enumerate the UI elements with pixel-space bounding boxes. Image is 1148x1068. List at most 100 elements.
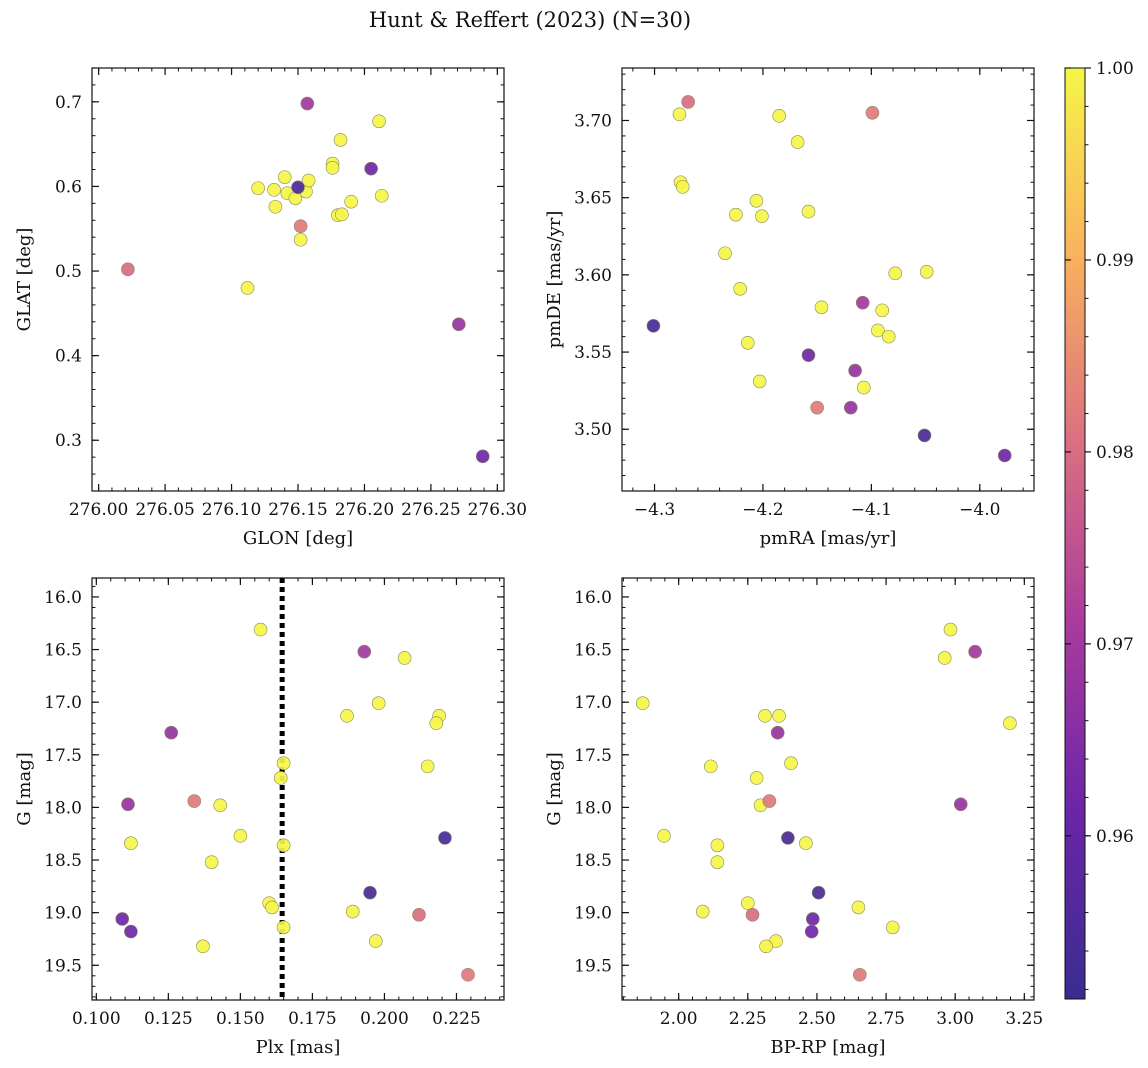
data-point [703,759,718,774]
plot-frame [621,67,1035,492]
data-point [267,183,281,197]
data-point [121,797,135,812]
data-point [115,912,130,926]
panel-pmra-pmde: −4.3 −4.2 −4.1 −4.0 3.50 3.55 3.60 3.65 3.70 pmRA… [544,67,1035,549]
data-point [1003,716,1017,731]
data-point [784,756,798,771]
plot-frame [91,67,505,492]
y-tick-label: 3.65 [574,189,612,209]
x-tick-label: 2.25 [729,1009,767,1029]
y-axis-label: GLAT [deg] [14,228,35,332]
data-point [233,829,248,843]
y-tick-label: 0.5 [55,262,82,282]
data-point [357,644,372,659]
x-tick-label: 0.225 [432,1009,481,1029]
data-point [301,173,316,188]
data-point [124,836,138,850]
data-point [885,920,900,935]
colorbar-tick-label: 0.97 [1096,635,1134,655]
x-tick-label: −4.2 [742,500,783,520]
data-point [265,900,279,915]
x-tick-label: 0.200 [360,1009,409,1029]
suptitle: Hunt & Reffert (2023) (N=30) [369,8,691,32]
data-point [710,855,725,869]
y-tick-label: 3.70 [574,111,612,131]
data-point [240,281,255,295]
x-tick-label: 2.50 [798,1009,836,1029]
y-tick-label: 0.6 [55,177,82,197]
data-point [276,838,291,853]
data-point [740,335,755,350]
y-tick-label: 16.5 [574,641,612,661]
x-tick-label: 0.125 [144,1009,193,1029]
colorbar: 0.96 0.97 0.98 0.99 1.00 [1064,59,1134,1000]
data-point [363,885,377,900]
data-point [871,323,885,338]
data-point [300,96,315,111]
data-point [277,170,292,184]
x-tick-label: 2.00 [660,1009,698,1029]
data-point [997,448,1012,463]
data-point [855,295,870,310]
data-point [374,188,389,203]
data-point [752,374,767,389]
data-point [293,219,308,234]
data-point [368,934,383,948]
panel-glon-glat: 276.00 276.05 276.10 276.15 276.20 276.25 276.… [14,67,527,549]
y-tick-label: 19.5 [574,956,612,976]
data-point [635,696,650,711]
x-tick-label: 276.20 [335,500,394,520]
data-point [733,281,747,296]
data-point [772,109,787,123]
y-tick-label: 18.0 [44,798,82,818]
y-tick-label: 17.0 [574,693,612,713]
x-tick-label: 0.100 [72,1009,121,1029]
data-point [919,264,934,279]
data-point [799,836,813,850]
data-point [291,180,305,195]
panel-bprp-g: 2.00 2.25 2.50 2.75 3.00 3.25 16.0 16.5 17.0 17.5… [544,577,1043,1058]
y-axis-label: pmDE [mas/yr] [544,211,565,349]
data-point [325,161,340,175]
data-point [695,904,710,919]
colorbar-gradient [1064,67,1086,1000]
data-point [801,348,816,362]
data-point [888,266,903,281]
data-point [333,133,348,147]
data-point [790,135,805,149]
x-tick-label: −4.0 [959,500,1000,520]
data-point [804,924,819,939]
y-tick-label: 0.4 [55,347,82,367]
data-point [364,161,378,176]
x-tick-label: 276.15 [268,500,327,520]
data-point [749,193,764,208]
data-point [749,771,764,785]
y-axis-label: G [mag] [14,752,35,825]
data-point [710,838,725,853]
data-point [741,896,755,910]
data-point [745,907,760,922]
data-point [672,107,687,122]
data-point [276,756,291,771]
data-point [196,939,210,954]
data-point [273,771,288,785]
data-point [810,400,824,415]
x-axis-label: BP-RP [mag] [770,1037,885,1058]
x-tick-label: 3.25 [1005,1009,1043,1029]
data-point [657,829,671,843]
panel-plx-g: 0.100 0.125 0.150 0.175 0.200 0.225 16.0 16.5 17… [14,577,505,1058]
data-point [851,900,866,915]
data-point [814,300,829,315]
x-tick-label: 0.175 [288,1009,337,1029]
x-tick-label: 276.10 [202,500,261,520]
data-point [293,232,308,247]
data-point [452,317,466,332]
y-tick-label: 18.0 [574,798,612,818]
data-point [420,759,435,774]
y-tick-label: 19.0 [44,904,82,924]
y-tick-label: 19.0 [574,904,612,924]
data-point [253,622,268,637]
data-point [164,725,179,740]
plot-frame [621,577,1035,1001]
colorbar-tick-label: 1.00 [1096,59,1134,79]
